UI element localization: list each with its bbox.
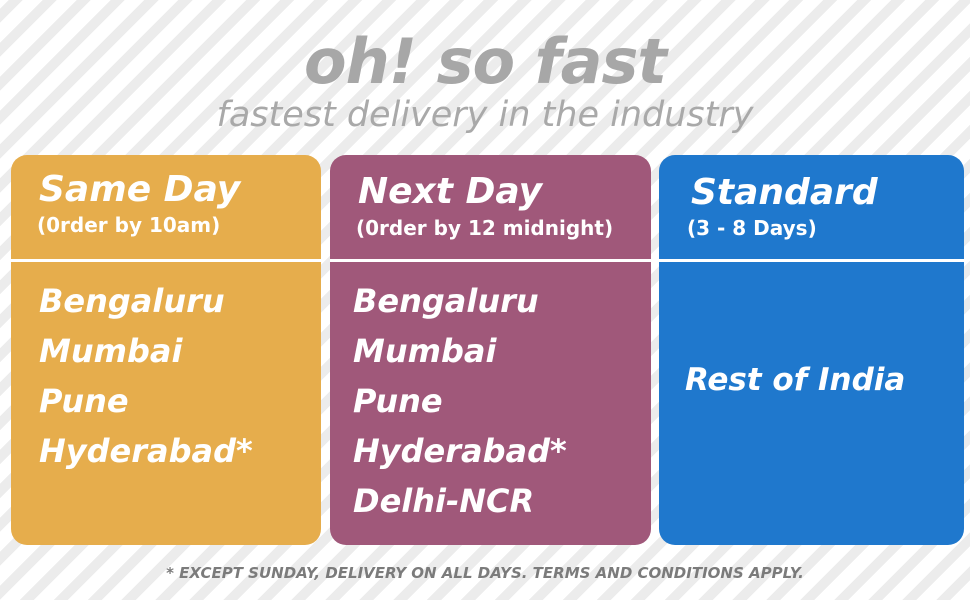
city-item: Mumbai [39,332,183,370]
city-item: Pune [39,382,129,420]
same-day-card: Same Day (0rder by 10am) Bengaluru Mumba… [11,155,321,545]
card-divider [11,259,321,262]
card-header: Next Day (0rder by 12 midnight) [330,155,651,259]
card-divider [330,259,651,262]
headline: oh! so fast [303,25,667,98]
city-item: Mumbai [353,332,497,370]
card-title: Standard [691,172,878,213]
city-item: Bengaluru [353,282,539,320]
city-item: Hyderabad* [39,432,253,470]
card-subtitle: (0rder by 10am) [37,213,221,237]
city-item: Delhi-NCR [353,482,535,520]
city-item: Hyderabad* [353,432,567,470]
card-divider [659,259,964,262]
card-title: Next Day [358,171,543,212]
region-label: Rest of India [685,362,906,398]
card-subtitle: (3 - 8 Days) [687,216,817,240]
next-day-card: Next Day (0rder by 12 midnight) Bengalur… [330,155,651,545]
tagline: fastest delivery in the industry [216,95,754,135]
card-header: Same Day (0rder by 10am) [11,155,321,259]
card-subtitle: (0rder by 12 midnight) [356,216,614,240]
standard-card: Standard (3 - 8 Days) Rest of India [659,155,964,545]
footnote: * EXCEPT SUNDAY, DELIVERY ON ALL DAYS. T… [166,564,804,582]
city-item: Bengaluru [39,282,225,320]
card-header: Standard (3 - 8 Days) [659,155,964,259]
city-list: Bengaluru Mumbai Pune Hyderabad* Delhi-N… [353,276,567,526]
city-list: Bengaluru Mumbai Pune Hyderabad* [39,276,253,476]
card-title: Same Day [39,169,241,210]
city-item: Pune [353,382,443,420]
